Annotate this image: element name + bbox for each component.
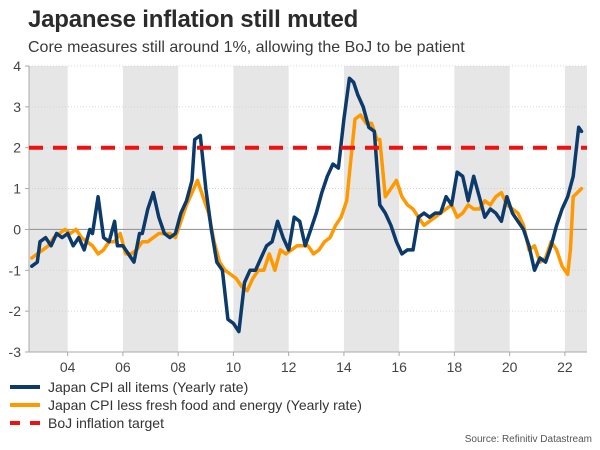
- x-tick-label: 12: [281, 359, 297, 375]
- x-tick-label: 16: [391, 359, 407, 375]
- shaded-band: [343, 66, 400, 352]
- axes: [25, 65, 587, 356]
- x-tick-label: 04: [60, 359, 76, 375]
- y-tick-label: 3: [13, 99, 21, 115]
- legend-swatch-cpi-core: [10, 403, 40, 407]
- legend: Japan CPI all items (Yearly rate) Japan …: [10, 378, 362, 432]
- x-tick-label: 18: [447, 359, 463, 375]
- legend-label-cpi-core: Japan CPI less fresh food and energy (Ye…: [48, 397, 362, 413]
- legend-item-cpi-all: Japan CPI all items (Yearly rate): [10, 378, 362, 396]
- y-tick-label: 0: [13, 221, 21, 237]
- x-tick-label: 14: [336, 359, 352, 375]
- y-tick-label: 1: [13, 181, 21, 197]
- y-tick-label: -1: [9, 262, 22, 278]
- shaded-bands: [29, 66, 587, 352]
- series-group: [29, 76, 587, 334]
- y-tick-label: -3: [9, 344, 22, 360]
- legend-item-cpi-core: Japan CPI less fresh food and energy (Ye…: [10, 396, 362, 414]
- x-tick-label: 22: [557, 359, 573, 375]
- legend-item-target: BoJ inflation target: [10, 414, 362, 432]
- x-tick-labels: 04 06 08 10 12 14 16 18 20 22: [60, 359, 573, 375]
- legend-swatch-cpi-all: [10, 385, 40, 389]
- shaded-band: [29, 66, 68, 352]
- chart-subtitle: Core measures still around 1%, allowing …: [28, 39, 465, 56]
- y-tick-labels: -3 -2 -1 0 1 2 3 4: [9, 58, 22, 360]
- x-tick-label: 08: [170, 359, 186, 375]
- x-tick-label: 10: [226, 359, 242, 375]
- y-tick-label: 4: [13, 58, 21, 74]
- y-tick-label: -2: [9, 303, 22, 319]
- legend-label-target: BoJ inflation target: [48, 415, 164, 431]
- y-tick-label: 2: [13, 140, 21, 156]
- x-tick-label: 20: [502, 359, 518, 375]
- legend-label-cpi-all: Japan CPI all items (Yearly rate): [48, 379, 249, 395]
- source-note: Source: Refinitiv Datastream: [464, 434, 592, 445]
- shaded-band: [122, 66, 179, 352]
- shaded-band: [564, 66, 587, 352]
- chart-title: Japanese inflation still muted: [28, 6, 359, 33]
- legend-swatch-target: [10, 421, 40, 425]
- series-line-cpi-all: [30, 76, 584, 334]
- x-tick-label: 06: [115, 359, 131, 375]
